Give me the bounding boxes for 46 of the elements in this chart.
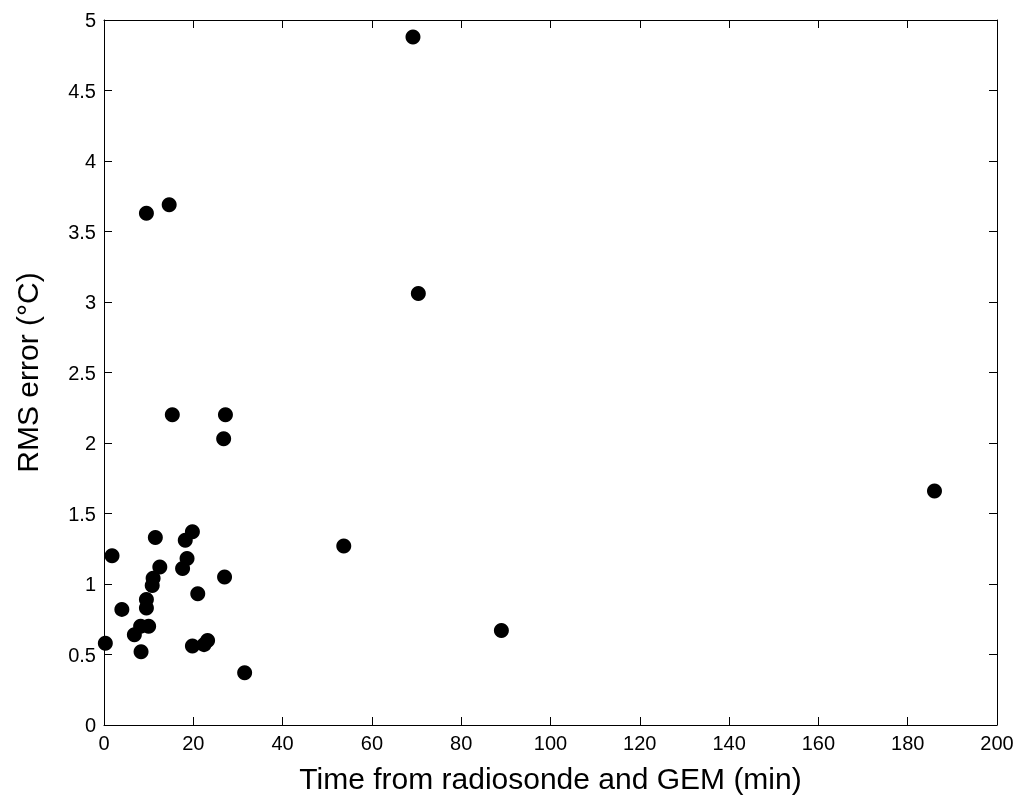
point <box>184 524 200 540</box>
point <box>237 665 253 681</box>
y-tick-label: 3 <box>84 291 96 313</box>
point <box>133 644 149 660</box>
y-tick-label: 4.5 <box>68 79 96 102</box>
y-tick-label: 1.5 <box>68 502 96 525</box>
x-tick-label: 100 <box>533 732 568 754</box>
point <box>97 635 113 651</box>
point <box>217 569 233 585</box>
y-tick-label: 3.5 <box>68 220 96 243</box>
x-tick-label: 40 <box>271 732 294 754</box>
point <box>190 586 206 602</box>
x-tick-label: 160 <box>801 732 836 754</box>
y-tick-label: 0 <box>84 714 96 736</box>
y-tick-label: 2.5 <box>68 361 96 384</box>
y-tick-label: 2 <box>84 432 96 454</box>
x-tick-label: 0 <box>98 732 110 754</box>
y-tick-label: 5 <box>84 9 96 31</box>
point <box>138 205 154 221</box>
x-tick-label: 180 <box>891 732 925 754</box>
y-axis-title: RMS error (°C) <box>10 272 44 473</box>
y-tick-label: 0.5 <box>68 643 96 666</box>
point <box>927 483 942 499</box>
point <box>216 431 232 447</box>
point <box>217 407 233 423</box>
point <box>493 623 509 639</box>
point <box>336 538 352 554</box>
y-tick-label: 1 <box>84 573 96 595</box>
point <box>200 632 216 648</box>
point <box>161 197 177 213</box>
y-tick-label: 4 <box>84 150 96 172</box>
x-tick-label: 200 <box>980 732 1014 754</box>
point <box>164 407 180 423</box>
x-tick-label: 140 <box>712 732 746 754</box>
x-tick-label: 80 <box>450 732 473 754</box>
point <box>405 29 421 45</box>
point <box>104 548 120 564</box>
x-tick-label: 20 <box>182 732 205 754</box>
x-tick-label: 60 <box>360 732 384 754</box>
point <box>152 559 168 575</box>
x-axis-title: Time from radiosonde and GEM (min) <box>299 761 802 795</box>
point <box>179 551 195 567</box>
point <box>410 286 426 302</box>
point <box>147 529 163 545</box>
x-tick-label: 120 <box>623 732 657 754</box>
point <box>114 601 130 617</box>
